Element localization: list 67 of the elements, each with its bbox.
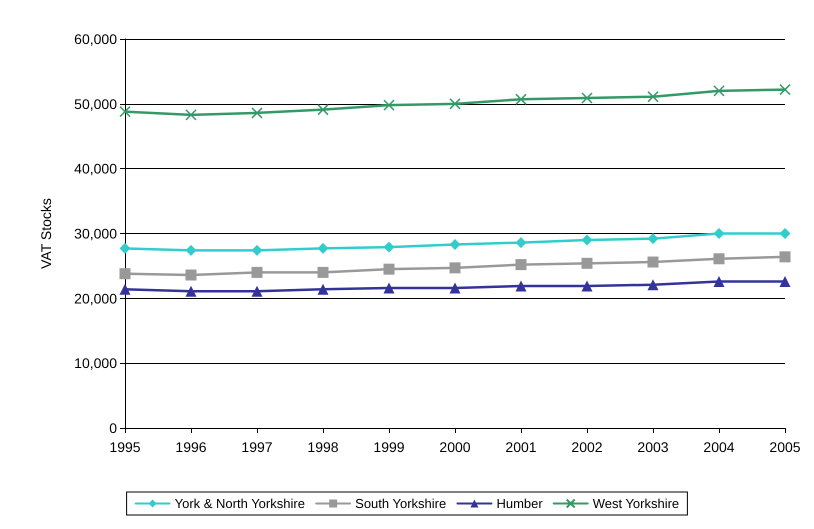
point [582,234,592,246]
point [450,262,460,274]
point [780,251,790,262]
point [516,259,526,270]
x-tick-label: 2004 [703,439,735,455]
y-axis-title: VAT Stocks [38,198,54,269]
point [317,104,329,116]
point [449,98,461,110]
y-tick-label: 50,000 [74,96,118,112]
point [582,258,592,269]
point [383,99,395,111]
point [318,266,328,278]
point [384,282,394,294]
point [647,90,659,102]
y-tick-label: 20,000 [74,290,118,306]
x-tick-label: 1996 [175,439,207,455]
point [516,237,526,248]
x-tick-label: 1998 [307,439,339,455]
x-tick-label: 2005 [769,439,801,455]
y-tick-label: 10,000 [74,355,118,372]
point [252,286,262,297]
point [581,92,593,104]
point [384,264,394,275]
point [714,276,724,287]
point [186,286,196,297]
point [119,106,131,118]
y-tick-label: 40,000 [74,160,118,177]
x-tick-label: 1997 [241,439,273,455]
point [252,266,262,278]
point [318,284,328,295]
point [780,228,790,239]
point [714,228,724,239]
point [186,269,196,280]
point [582,280,592,292]
legend-label: Humber [496,496,544,511]
point [251,107,263,119]
point [252,244,262,256]
x-tick-label: 2003 [637,439,669,455]
point [648,233,658,244]
y-tick-label: 30,000 [74,226,118,242]
point [384,242,394,253]
point [450,282,460,294]
x-tick-label: 2000 [439,439,471,455]
point [185,109,197,121]
x-tick-label: 1995 [109,439,141,455]
x-tick-label: 2001 [505,439,537,455]
point [779,84,791,96]
legend-label: West Yorkshire [592,496,680,511]
y-tick-label: 60,000 [74,31,118,47]
point [713,85,725,97]
point [186,244,196,256]
point [120,242,130,254]
legend-label: York & North Yorkshire [174,496,305,511]
point [516,280,526,292]
point [120,284,130,295]
point [780,276,790,287]
x-tick-label: 1999 [373,439,405,455]
legend-label: South Yorkshire [355,496,446,511]
point [714,253,724,264]
x-tick-label: 2002 [571,439,603,455]
y-tick-label: 0 [109,420,118,436]
point [648,256,658,268]
point [515,94,527,106]
point [318,242,328,254]
point [120,268,130,280]
point [648,279,658,290]
point [450,239,460,250]
